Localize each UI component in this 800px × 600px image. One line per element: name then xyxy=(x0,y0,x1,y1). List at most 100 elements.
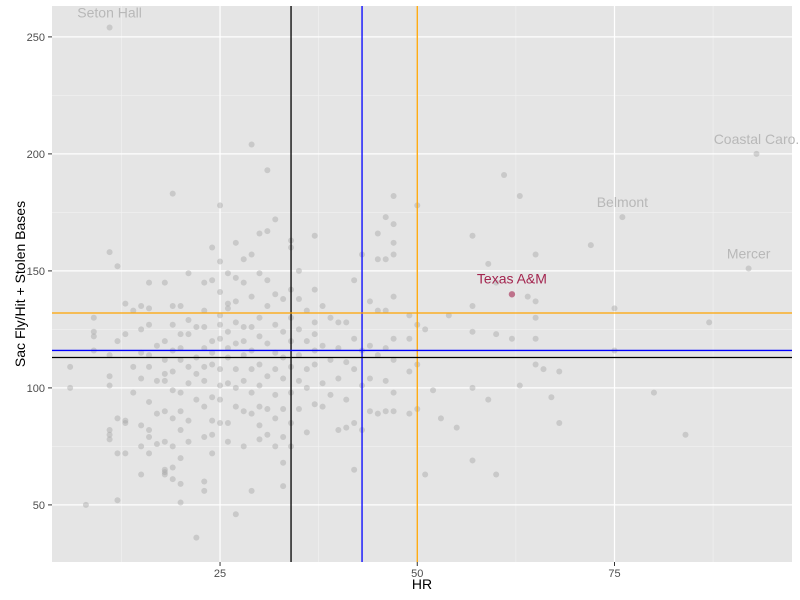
data-point xyxy=(390,221,397,228)
data-point xyxy=(469,457,476,464)
data-point xyxy=(177,480,184,487)
data-point xyxy=(406,368,413,375)
data-point xyxy=(706,319,713,326)
data-point xyxy=(264,340,271,347)
data-point xyxy=(343,359,350,366)
data-point xyxy=(335,427,342,434)
data-point xyxy=(256,270,263,277)
data-point xyxy=(256,333,263,340)
data-point xyxy=(516,382,523,389)
data-point xyxy=(272,366,279,373)
data-point xyxy=(351,366,358,373)
data-point xyxy=(201,403,208,410)
y-tick-label: 250 xyxy=(27,32,45,44)
data-point xyxy=(161,338,168,345)
data-point xyxy=(295,405,302,412)
data-point xyxy=(303,366,310,373)
data-point xyxy=(193,396,200,403)
data-point xyxy=(209,431,216,438)
data-point xyxy=(185,363,192,370)
data-point xyxy=(201,434,208,441)
data-point xyxy=(532,298,539,305)
data-point xyxy=(327,314,334,321)
data-point xyxy=(217,312,224,319)
data-point xyxy=(524,293,531,300)
data-point xyxy=(177,408,184,415)
data-point xyxy=(185,270,192,277)
data-point xyxy=(335,375,342,382)
data-point xyxy=(106,382,113,389)
x-axis-ticks: 25 50 75 xyxy=(214,562,621,580)
data-point xyxy=(161,471,168,478)
data-point xyxy=(556,368,563,375)
data-point xyxy=(217,396,224,403)
data-point xyxy=(256,382,263,389)
data-point xyxy=(248,293,255,300)
data-point xyxy=(280,434,287,441)
team-labels: Seton Hall Coastal Caro. Belmont Mercer xyxy=(77,5,799,262)
data-point xyxy=(161,466,168,473)
data-point xyxy=(264,228,271,235)
data-point xyxy=(382,214,389,221)
data-point xyxy=(437,415,444,422)
data-point xyxy=(185,438,192,445)
data-point xyxy=(138,375,145,382)
data-point xyxy=(114,497,121,504)
x-tick-label: 25 xyxy=(214,568,226,580)
data-point xyxy=(272,216,279,223)
data-point xyxy=(351,277,358,284)
data-point xyxy=(374,256,381,263)
data-point xyxy=(619,214,626,221)
data-point xyxy=(224,380,231,387)
data-point xyxy=(232,384,239,391)
data-point xyxy=(169,476,176,483)
data-point xyxy=(532,251,539,258)
data-point xyxy=(303,338,310,345)
reference-lines xyxy=(52,6,792,562)
data-point xyxy=(224,420,231,426)
data-point xyxy=(272,415,279,422)
data-point xyxy=(130,363,137,370)
data-point xyxy=(390,389,397,396)
data-point xyxy=(217,382,224,389)
data-point xyxy=(146,398,153,405)
data-point xyxy=(201,324,208,331)
data-point xyxy=(430,387,437,394)
grid-minor xyxy=(52,6,792,562)
data-point xyxy=(161,356,168,363)
data-point xyxy=(232,366,239,373)
data-point xyxy=(532,361,539,368)
data-point xyxy=(327,356,334,363)
data-point xyxy=(382,377,389,384)
data-point xyxy=(177,455,184,462)
data-point xyxy=(406,335,413,342)
data-point xyxy=(311,319,318,326)
data-point xyxy=(161,279,168,286)
data-point xyxy=(153,342,160,349)
highlight-point: Texas A&M xyxy=(477,270,547,298)
data-point xyxy=(445,312,452,319)
data-point xyxy=(138,422,145,429)
data-point xyxy=(516,193,523,200)
data-point xyxy=(303,429,310,436)
data-point xyxy=(469,302,476,309)
data-point xyxy=(201,363,208,370)
data-point xyxy=(256,403,263,410)
data-point xyxy=(232,239,239,246)
data-point xyxy=(295,352,302,359)
data-point xyxy=(374,410,381,417)
y-tick-label: 100 xyxy=(27,383,45,395)
data-point xyxy=(508,335,515,342)
data-point xyxy=(343,319,350,326)
data-point xyxy=(90,328,97,335)
data-point xyxy=(169,368,176,375)
data-point xyxy=(493,471,500,478)
data-point xyxy=(485,260,492,267)
data-point xyxy=(106,431,113,438)
data-point xyxy=(122,450,129,457)
data-point xyxy=(138,349,145,356)
data-point xyxy=(256,314,263,321)
data-point xyxy=(248,410,255,417)
data-point xyxy=(469,384,476,391)
data-point xyxy=(201,377,208,384)
